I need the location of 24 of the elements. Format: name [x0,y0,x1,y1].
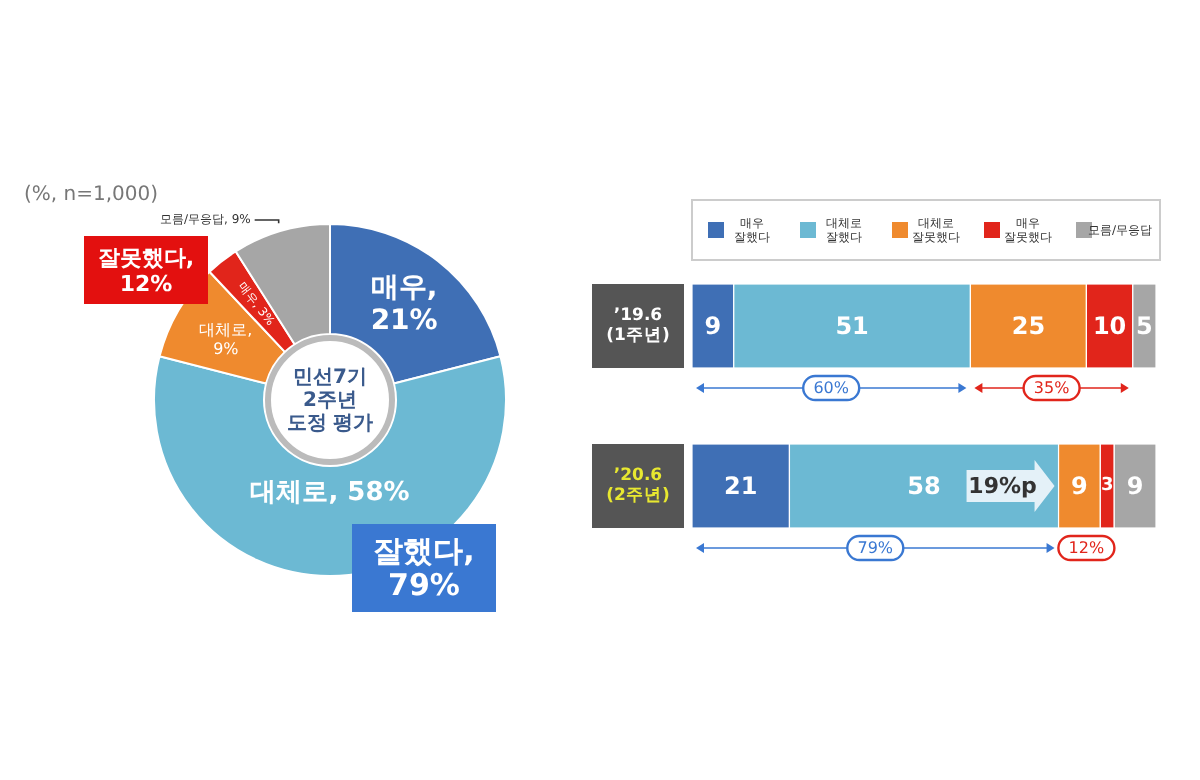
annotation: 35% [1033,379,1071,397]
annotation: 79% [857,539,894,557]
text: 잘했다, 79% [373,532,475,604]
data-label: 9 [704,312,722,340]
annotation: 19%p [968,473,1038,499]
text: 민선7기 2주년 도정 평가 [286,366,374,434]
data-label: 3 [1101,476,1114,496]
data-label: 21 [724,472,758,500]
data-label: 10 [1092,312,1127,340]
data-label: 대체로, 58% [250,477,410,507]
text: 잘못했다, 12% [97,244,195,296]
data-label: 대체로, 9% [199,320,253,357]
data-label: 9 [1126,472,1144,500]
data-label: 9 [1071,472,1088,500]
annotation: 12% [1068,539,1105,557]
annotation: 60% [813,379,850,397]
data-label: 51 [835,312,869,340]
data-label: 5 [1136,312,1153,340]
data-label: 25 [1011,312,1046,340]
y-tick-label: ’20.6 (2주년) [606,466,670,506]
text: (%, n=1,000) [24,184,159,206]
y-tick-label: ’19.6 (1주년) [606,306,670,346]
data-label: 매우, 21% [370,272,438,337]
data-label: 58 [907,472,941,500]
